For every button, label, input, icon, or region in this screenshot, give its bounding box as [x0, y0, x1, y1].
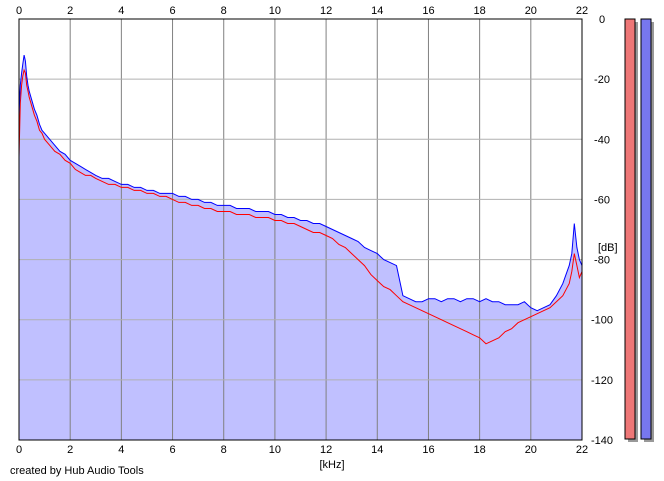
x-tick-label-top: 10 — [269, 5, 281, 17]
x-tick-label-top: 22 — [576, 5, 588, 17]
y-unit-label: [dB] — [598, 242, 618, 254]
x-tick-label-bottom: 2 — [67, 444, 73, 456]
spectrum-line-red — [18, 68, 583, 345]
y-tick-label: 0 — [599, 14, 605, 26]
y-tick-label: -140 — [591, 435, 613, 447]
y-tick-label: -80 — [594, 255, 610, 267]
y-tick-label: -120 — [591, 375, 613, 387]
x-tick-label-bottom: 14 — [371, 444, 383, 456]
x-tick-label-bottom: 8 — [221, 444, 227, 456]
level-meter — [624, 18, 654, 442]
x-tick-label-top: 0 — [16, 5, 22, 17]
x-tick-label-bottom: 4 — [118, 444, 124, 456]
grid-lines — [18, 18, 583, 441]
x-tick-label-top: 18 — [474, 5, 486, 17]
level-meter-left-bar — [624, 18, 636, 440]
spectrum-fill-area — [19, 55, 582, 440]
x-tick-label-top: 8 — [221, 5, 227, 17]
credit-text: created by Hub Audio Tools — [10, 465, 144, 477]
axis-tick-labels: 002244668810101212141416161818202022220-… — [16, 5, 613, 456]
x-unit-label: [kHz] — [319, 459, 344, 471]
x-tick-label-bottom: 12 — [320, 444, 332, 456]
plot-frame — [18, 18, 583, 441]
x-tick-label-bottom: 22 — [576, 444, 588, 456]
x-tick-label-top: 6 — [169, 5, 175, 17]
x-tick-label-top: 12 — [320, 5, 332, 17]
x-tick-label-top: 20 — [525, 5, 537, 17]
spectrum-series — [18, 54, 583, 345]
x-tick-label-bottom: 20 — [525, 444, 537, 456]
x-tick-label-bottom: 6 — [169, 444, 175, 456]
x-tick-label-top: 2 — [67, 5, 73, 17]
x-tick-label-top: 16 — [422, 5, 434, 17]
x-tick-label-bottom: 18 — [474, 444, 486, 456]
y-tick-label: -40 — [594, 134, 610, 146]
x-tick-label-bottom: 16 — [422, 444, 434, 456]
level-meter-right-bar — [640, 18, 652, 440]
spectrum-line-blue — [18, 54, 583, 312]
x-tick-label-bottom: 10 — [269, 444, 281, 456]
x-tick-label-top: 14 — [371, 5, 383, 17]
x-tick-label-top: 4 — [118, 5, 124, 17]
x-tick-label-bottom: 0 — [16, 444, 22, 456]
y-tick-label: -60 — [594, 194, 610, 206]
y-tick-label: -20 — [594, 74, 610, 86]
y-tick-label: -100 — [591, 315, 613, 327]
